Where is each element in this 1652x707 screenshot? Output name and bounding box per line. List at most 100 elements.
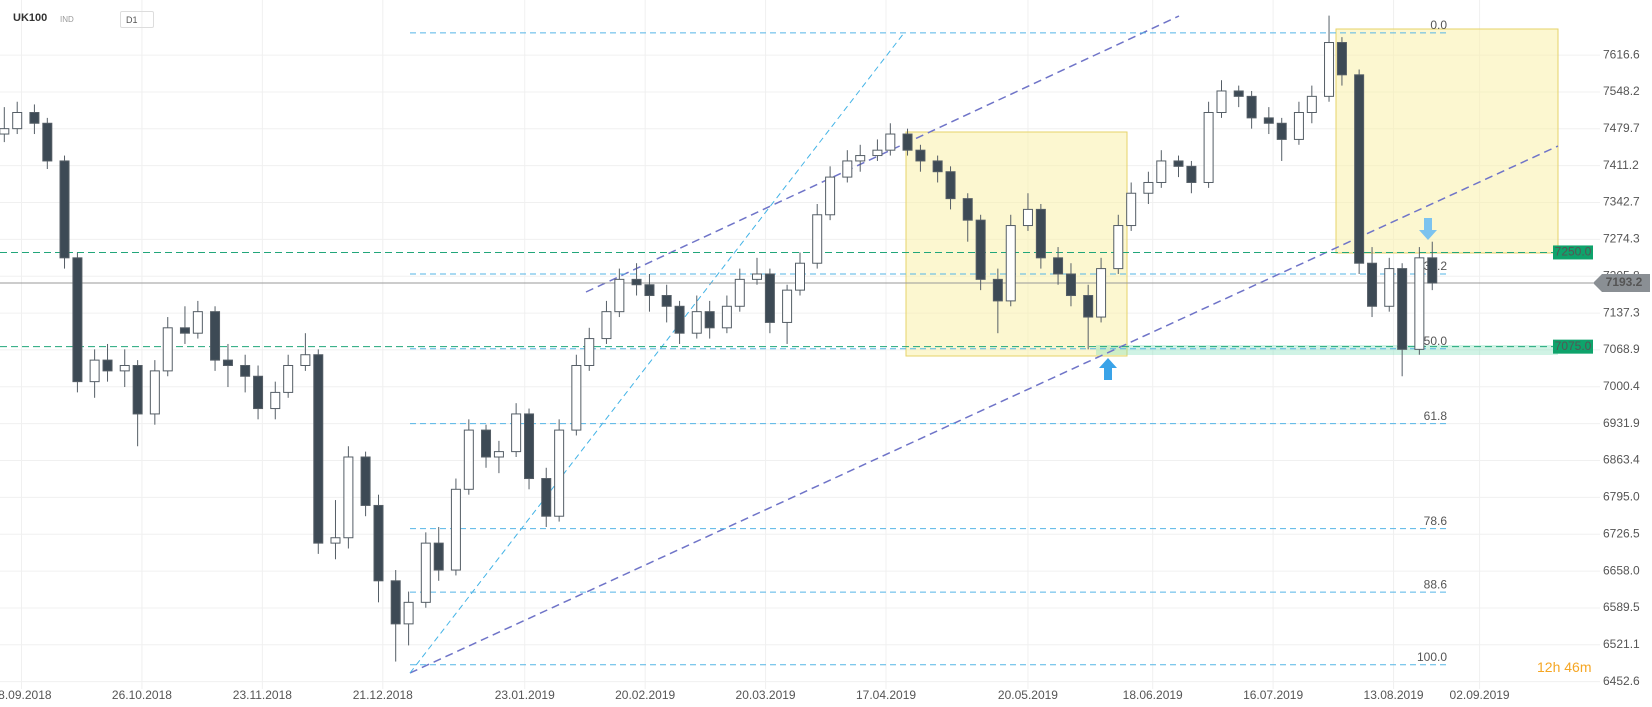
candle-body: [751, 273, 762, 280]
candle-body: [975, 219, 986, 280]
candle-body: [420, 542, 431, 603]
candle-body: [614, 278, 625, 313]
candle-body: [1083, 295, 1094, 318]
candle-body: [721, 305, 732, 329]
y-tick-label: 7548.2: [1603, 84, 1640, 98]
candle-body: [1186, 165, 1197, 183]
candle-body: [270, 391, 281, 410]
x-tick-label: 13.08.2019: [1364, 688, 1424, 702]
x-tick-label: 18.06.2019: [1123, 688, 1183, 702]
interval-select[interactable]: D1: [120, 11, 154, 28]
x-tick-label: 16.07.2019: [1243, 688, 1303, 702]
candle-body: [1173, 160, 1184, 167]
level-badge: [1553, 339, 1593, 354]
x-tick-label: 23.11.2018: [233, 688, 292, 702]
y-tick-label: 7479.7: [1603, 121, 1640, 135]
candle-body: [240, 364, 251, 377]
candle-body: [1336, 42, 1347, 76]
y-tick-label: 6726.5: [1603, 526, 1640, 540]
x-tick-label: 20.02.2019: [615, 688, 675, 702]
fib-label: 100.0: [1417, 650, 1447, 664]
candle-body: [584, 338, 595, 366]
candle-body: [691, 311, 702, 334]
y-tick-label: 6658.0: [1603, 563, 1640, 577]
candle-body: [1203, 112, 1214, 183]
candle-body: [1384, 268, 1395, 307]
x-tick-label: 17.04.2019: [856, 688, 916, 702]
x-tick-label: 21.12.2018: [353, 688, 413, 702]
down-arrow: [1419, 218, 1437, 240]
candle-body: [1397, 268, 1408, 350]
candle-body: [734, 278, 745, 307]
candle-body: [1233, 90, 1244, 97]
y-tick-label: 7137.3: [1603, 305, 1640, 319]
candle-body: [1005, 225, 1016, 302]
range-box: [905, 131, 1128, 357]
candle-body: [1367, 262, 1378, 307]
candle-body: [1113, 225, 1124, 270]
candle-body: [463, 429, 474, 490]
y-tick-label: 7068.9: [1603, 342, 1640, 356]
candle-body: [89, 359, 100, 383]
candle-body: [902, 133, 913, 151]
candle-body: [102, 359, 113, 372]
candle-body: [179, 327, 190, 334]
candle-body: [962, 198, 973, 221]
candle-body: [1427, 257, 1438, 284]
candle-body: [1216, 90, 1227, 114]
candle-body: [1293, 112, 1304, 140]
level-label: 7250.0: [1555, 245, 1592, 259]
candle-body: [872, 149, 883, 157]
candle-body: [1246, 95, 1257, 119]
candle-body: [313, 354, 324, 544]
candle-body: [12, 112, 23, 130]
candle-body: [644, 284, 655, 297]
candle-body: [1276, 122, 1287, 140]
candle-body: [1035, 208, 1046, 259]
candle-body: [253, 375, 264, 410]
candle-body: [511, 413, 522, 453]
fib-label: 0.0: [1430, 18, 1447, 32]
symbol: UK100: [13, 12, 48, 24]
candle-body: [1096, 268, 1107, 318]
candle-body: [390, 580, 401, 625]
candle-body: [524, 413, 535, 480]
axis-layer: 7616.67548.27479.77411.27342.77274.37205…: [0, 47, 1650, 702]
candle-body: [661, 295, 672, 307]
candle-body: [825, 176, 836, 216]
market[interactable]: IND: [60, 15, 74, 24]
candle-body: [330, 537, 341, 544]
candle-body: [1143, 181, 1154, 194]
candle-body: [571, 364, 582, 431]
candle-body: [481, 429, 492, 458]
candle-body: [283, 364, 294, 393]
candle-body: [343, 456, 354, 539]
y-tick-label: 7000.4: [1603, 379, 1640, 393]
candle-body: [1053, 257, 1064, 275]
x-tick-label: 02.09.2019: [1450, 688, 1510, 702]
candle-body: [42, 122, 53, 162]
candle-body: [59, 160, 70, 259]
y-tick-label: 7274.3: [1603, 232, 1640, 246]
fib-label: 61.8: [1424, 409, 1448, 423]
grid-layer: [0, 0, 1600, 689]
candle-body: [132, 364, 143, 415]
candle-body: [119, 364, 130, 372]
candle-body: [992, 278, 1003, 302]
candle-body: [300, 354, 311, 366]
candle-layer: [0, 15, 1438, 662]
candle-body: [885, 133, 896, 151]
y-tick-label: 6863.4: [1603, 453, 1640, 467]
candle-body: [1306, 95, 1317, 114]
candle-body: [0, 128, 10, 135]
candle-body: [72, 257, 83, 383]
candle-body: [795, 262, 805, 291]
candle-body: [373, 504, 384, 582]
candle-body: [29, 112, 40, 124]
candle-body: [1022, 208, 1033, 227]
candle-body: [450, 488, 461, 571]
candle-body: [945, 171, 956, 200]
candle-body: [1414, 257, 1425, 350]
y-tick-label: 6795.0: [1603, 490, 1640, 504]
